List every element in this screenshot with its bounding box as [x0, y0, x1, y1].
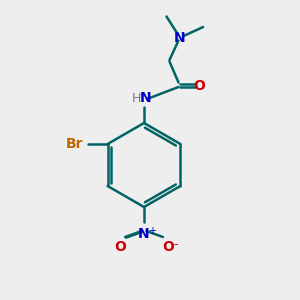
Text: -: -: [173, 238, 178, 251]
Text: N: N: [140, 91, 151, 105]
Text: N: N: [174, 31, 186, 44]
Text: N: N: [138, 226, 150, 241]
Text: O: O: [194, 79, 206, 92]
Text: O: O: [162, 240, 174, 254]
Text: O: O: [114, 240, 126, 254]
Text: +: +: [148, 226, 156, 236]
Text: Br: Br: [66, 137, 84, 151]
Text: H: H: [132, 92, 141, 105]
